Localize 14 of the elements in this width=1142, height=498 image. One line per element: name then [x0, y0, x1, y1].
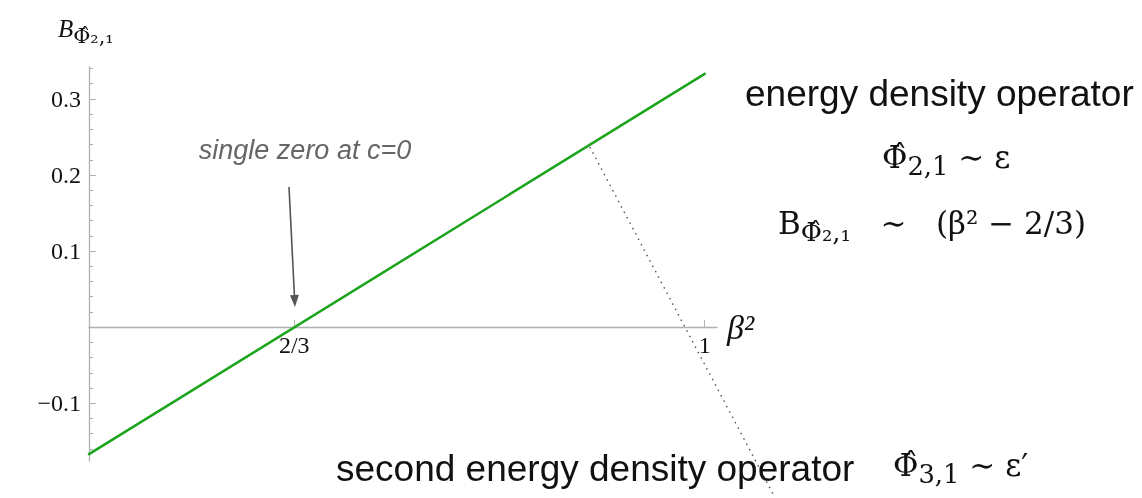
x-tick-label: 2/3	[278, 332, 310, 359]
x-tick-label: 1	[698, 332, 711, 359]
y-tick-label: 0.1	[51, 238, 81, 265]
annotation: single zero at c=0	[198, 133, 412, 167]
text: energy density operator	[745, 72, 1134, 116]
y-tick-label: −0.1	[37, 390, 81, 417]
y-tick-label: 0.2	[51, 162, 81, 189]
x-axis-title: β²	[726, 308, 755, 346]
annotation: second energy density operator	[336, 447, 855, 491]
text: Φ̂$_{3,1}$ ∼ ε′	[893, 447, 1029, 491]
text: Φ̂$_{2,1}$ ∼ ε	[882, 139, 1011, 183]
y-axis-title: B$_{Φ̂₂,₁}$	[58, 14, 114, 49]
y-tick-label: 0.3	[51, 85, 81, 112]
text: B$_{Φ̂₂,₁}$ ∼ (β² − 2/3)	[778, 205, 1087, 249]
